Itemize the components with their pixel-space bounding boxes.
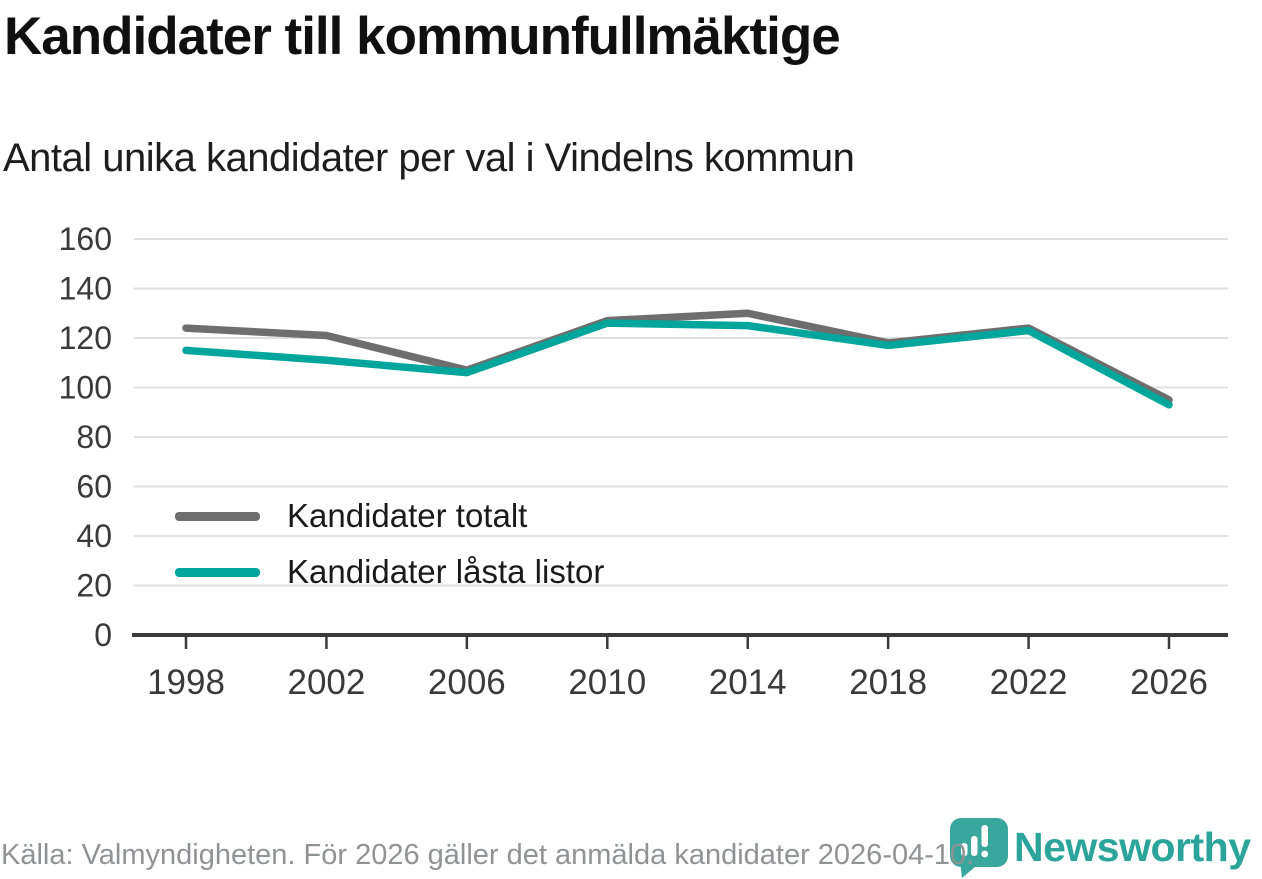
legend-label-totalt: Kandidater totalt [287, 497, 528, 534]
y-tick-label: 0 [94, 617, 112, 653]
y-tick-label: 160 [59, 221, 112, 257]
legend-item-totalt: Kandidater totalt [175, 488, 604, 544]
source-note: Källa: Valmyndigheten. För 2026 gäller d… [1, 839, 975, 871]
page-title: Kandidater till kommunfullmäktige [4, 7, 841, 66]
x-tick-label: 2006 [428, 663, 506, 702]
x-tick-label: 2002 [287, 663, 365, 702]
legend-swatch-lasta-listor [175, 567, 260, 577]
newsworthy-logo-icon [950, 818, 1008, 878]
x-tick-label: 1998 [147, 663, 225, 702]
y-tick-label: 80 [76, 419, 112, 455]
bar-chart-exclamation-glyph [961, 825, 989, 858]
x-tick-label: 2022 [990, 663, 1068, 702]
series-line-1 [182, 319, 1173, 409]
legend-item-lasta-listor: Kandidater låsta listor [175, 544, 604, 600]
legend-label-lasta-listor: Kandidater låsta listor [287, 553, 605, 590]
line-chart: 0 20 40 60 80 100 120 140 160 1998 2002 2006 2010 201… [59, 221, 1228, 702]
y-tick-label: 60 [76, 469, 112, 505]
x-tick-label: 2026 [1130, 663, 1208, 702]
y-tick-label: 140 [59, 271, 112, 307]
x-tick-label: 2018 [849, 663, 927, 702]
x-tick-label: 2014 [709, 663, 787, 702]
y-tick-label: 20 [76, 568, 112, 604]
legend-swatch-totalt [175, 511, 260, 521]
chart-legend: Kandidater totalt Kandidater låsta listo… [175, 488, 604, 600]
y-tick-label: 40 [76, 518, 112, 554]
brand-wordmark: Newsworthy [1014, 824, 1251, 870]
chart-subtitle: Antal unika kandidater per val i Vindeln… [3, 136, 855, 180]
x-tick-label: 2010 [568, 663, 646, 702]
y-tick-label: 120 [59, 320, 112, 356]
y-tick-label: 100 [59, 370, 112, 406]
